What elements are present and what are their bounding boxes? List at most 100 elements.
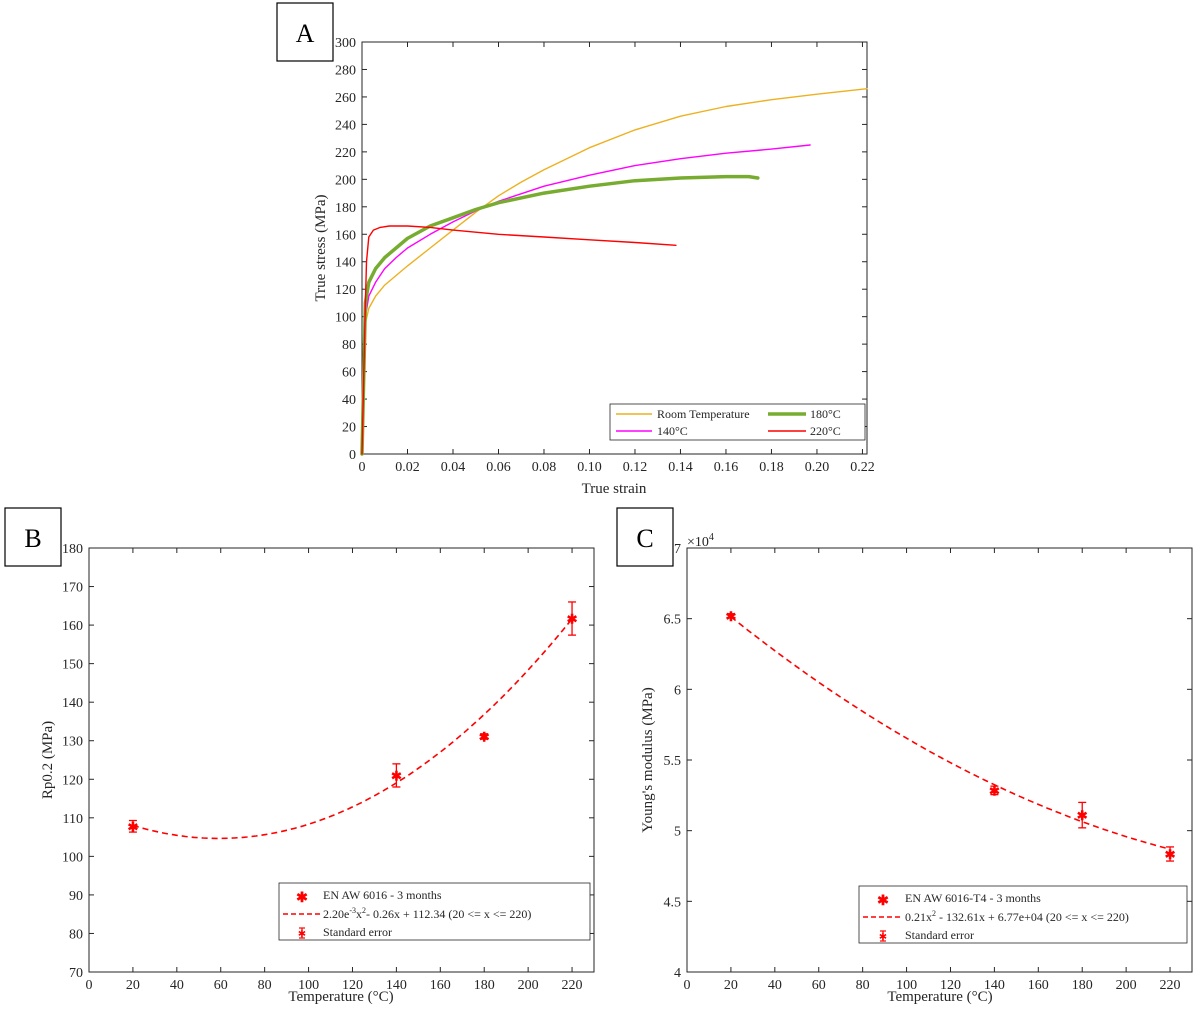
panel-a-xtick-label: 0.04: [441, 460, 466, 475]
panel-c-xtick-label: 140: [984, 978, 1005, 993]
panel-b-data-point: ✱: [127, 819, 138, 834]
panel-a-xtick-label: 0.16: [714, 460, 739, 475]
panel-c-xtick-label: 100: [896, 978, 917, 993]
panel-a-xtick-label: 0.08: [532, 460, 557, 475]
panel-b-xtick-label: 80: [258, 978, 272, 993]
panel-a-ytick-label: 260: [335, 91, 356, 106]
panel-b-xtick-label: 0: [86, 978, 93, 993]
panel-a-series-220c: [361, 225, 677, 455]
panel-c-data-point: ✱: [725, 609, 736, 624]
panel-a-series-180c: [360, 174, 760, 456]
panel-a-ylabel: True stress (MPa): [313, 195, 329, 302]
panel-b-xtick-label: 160: [430, 978, 451, 993]
panel-c-legend-box: [858, 885, 1188, 944]
panel-b-data-point: ✱: [567, 612, 578, 627]
panel-a-ytick-label: 180: [335, 201, 356, 216]
svg-text:✱: ✱: [298, 929, 306, 940]
panel-a-legend-box: [609, 403, 866, 441]
panel-a-series-room-temperature: [361, 87, 868, 455]
panel-c-legend-label-error: Standard error: [905, 928, 974, 942]
panel-c-ytick-label: 5: [674, 825, 681, 840]
panel-b-legend-label-fit: 2.20e-3x2- 0.26x + 112.34 (20 <= x <= 22…: [323, 906, 531, 921]
panel-a: 0 0.02 0.04 0.06 0.08 0.10 0.12 0.14 0.16 0.18 0.2…: [276, 2, 875, 497]
panel-c-xtick-label: 80: [856, 978, 870, 993]
panel-b-ytick-label: 150: [62, 658, 83, 673]
panel-b-xtick-label: 60: [214, 978, 228, 993]
panel-b-xtick-label: 100: [298, 978, 319, 993]
panel-c-plot: ✱ ✱ ✱ ✱: [725, 609, 1175, 862]
panel-a-xtick-label: 0.02: [395, 460, 420, 475]
panel-b-legend-label-error: Standard error: [323, 925, 392, 939]
panel-b-data-point: ✱: [479, 729, 490, 744]
panel-c-ylabel: Young's modulus (MPa): [640, 687, 656, 832]
panel-b-ytick-label: 180: [62, 542, 83, 557]
panel-a-legend-label-140: 140°C: [657, 424, 688, 438]
panel-b-ytick-label: 110: [63, 812, 83, 827]
panel-c-fit-curve: [730, 616, 1171, 850]
panel-b-ytick-label: 160: [62, 619, 83, 634]
panel-c-label: C: [636, 524, 653, 553]
panel-a-ytick-label: 160: [335, 228, 356, 243]
panel-a-axes-box: [361, 41, 868, 455]
panel-b-ylabel: Rp0.2 (MPa): [40, 721, 56, 799]
panel-c-ytick-label: 6.5: [664, 613, 682, 628]
panel-b-legend-marker-points: ✱: [296, 891, 308, 906]
panel-b-xlabel: Temperature (°C): [288, 989, 393, 1005]
panel-a-lines: [360, 87, 868, 456]
panel-a-ytick-label: 300: [335, 36, 356, 51]
panel-a-ytick-label: 40: [342, 393, 356, 408]
panel-a-xtick-label: 0: [359, 460, 366, 475]
panel-a-xtick-label: 0.12: [623, 460, 648, 475]
panel-a-ytick-label: 120: [335, 283, 356, 298]
panel-b-ytick-label: 70: [69, 966, 83, 981]
panel-b-xtick-label: 20: [126, 978, 140, 993]
panel-a-xtick-label: 0.22: [850, 460, 875, 475]
panel-b-ytick-label: 140: [62, 696, 83, 711]
panel-c-data-point: ✱: [1077, 808, 1088, 823]
panel-a-xtick-label: 0.14: [668, 460, 693, 475]
panel-b-ytick-label: 100: [62, 850, 83, 865]
panel-c: 0 20 40 60 80 100 120 140 160 180 200 220 4 4.5 5 5.5 6 6…: [616, 507, 1193, 1005]
panel-c-xtick-label: 120: [940, 978, 961, 993]
panel-b-ytick-label: 130: [62, 735, 83, 750]
panel-a-ytick-label: 200: [335, 173, 356, 188]
panel-c-label-box: [616, 507, 674, 567]
panel-c-xtick-label: 40: [768, 978, 782, 993]
panel-b-xtick-label: 180: [474, 978, 495, 993]
panel-a-ytick-label: 240: [335, 118, 356, 133]
panel-a-ytick-label: 0: [349, 448, 356, 463]
panel-c-legend: ✱ EN AW 6016-T4 - 3 months 0.21x2 - 132.…: [858, 885, 1188, 944]
panel-c-xtick-label: 220: [1160, 978, 1181, 993]
panel-a-series-140c: [361, 144, 811, 455]
panel-b-ytick-label: 120: [62, 773, 83, 788]
panel-c-legend-marker-points: ✱: [877, 894, 889, 909]
panel-a-xtick-label: 0.20: [805, 460, 830, 475]
panel-c-legend-label-points: EN AW 6016-T4 - 3 months: [905, 891, 1041, 905]
panel-b-ytick-label: 80: [69, 927, 83, 942]
panel-a-ytick-label: 280: [335, 63, 356, 78]
panel-c-legend-label-fit: 0.21x2 - 132.61x + 6.77e+04 (20 <= x <= …: [905, 909, 1129, 924]
panel-b-xtick-label: 120: [342, 978, 363, 993]
panel-c-ytick-label: 4.5: [664, 895, 682, 910]
panel-c-xtick-label: 60: [812, 978, 826, 993]
panel-b-ytick-label: 170: [62, 581, 83, 596]
panel-c-xtick-label: 180: [1072, 978, 1093, 993]
panel-c-xlabel: Temperature (°C): [887, 989, 992, 1005]
panel-b-legend: ✱ EN AW 6016 - 3 months 2.20e-3x2- 0.26x…: [278, 882, 591, 941]
panel-a-ytick-label: 60: [342, 366, 356, 381]
panel-b-ytick-label: 90: [69, 889, 83, 904]
panel-b-legend-box: [278, 882, 591, 941]
svg-text:✱: ✱: [879, 932, 887, 943]
panel-b-fit-curve: [132, 618, 573, 840]
panel-a-xtick-label: 0.18: [759, 460, 784, 475]
panel-c-xtick-label: 0: [684, 978, 691, 993]
panel-b-xtick-label: 220: [562, 978, 583, 993]
panel-b-label-box: [4, 507, 62, 567]
panel-a-ytick-label: 20: [342, 421, 356, 436]
panel-a-xlabel: True strain: [582, 481, 647, 497]
panel-b: 0 20 40 60 80 100 120 140 160 180 200 220 70 80 90 100 1…: [4, 507, 595, 1005]
panel-c-ytick-label: 5.5: [664, 754, 682, 769]
panel-c-data-point: ✱: [1165, 847, 1176, 862]
panel-c-data-point: ✱: [989, 783, 1000, 798]
